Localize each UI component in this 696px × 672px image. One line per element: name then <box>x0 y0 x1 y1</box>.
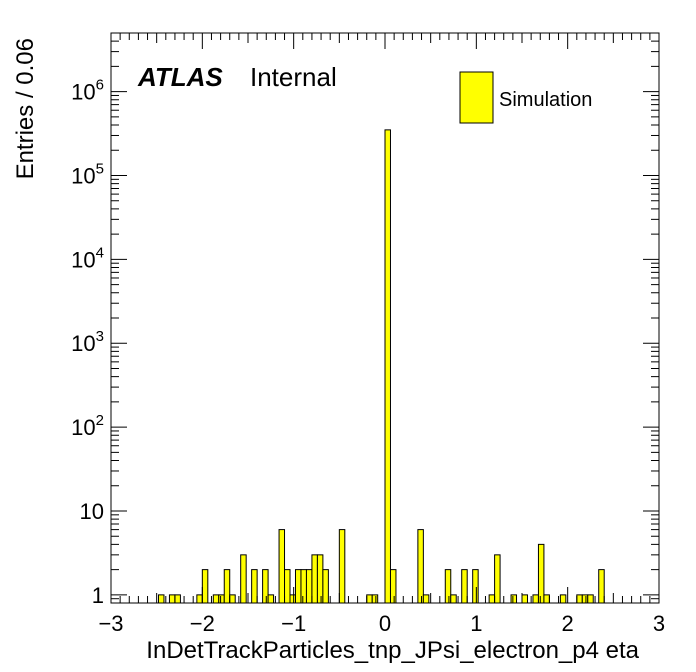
y-axis-ticks: 1 10 102 103 104 105 106 <box>71 32 659 608</box>
x-tick-label: −3 <box>98 611 123 636</box>
x-tick-label: 0 <box>379 611 391 636</box>
y-tick-label: 106 <box>71 77 104 105</box>
x-tick-label: 2 <box>562 611 574 636</box>
histogram-bar-23 <box>366 594 373 604</box>
histogram-bar-36 <box>521 594 528 604</box>
histogram-bar-5 <box>212 594 220 604</box>
histogram-bar-40 <box>559 594 567 604</box>
histogram-bar-39 <box>543 594 550 604</box>
histogram-bar-38 <box>537 543 545 604</box>
histogram-bar-18 <box>305 569 313 604</box>
histogram-bar-19 <box>311 554 318 604</box>
atlas-status-label: Internal <box>250 62 337 92</box>
y-axis-label: Entries / 0.06 <box>12 38 39 179</box>
histogram-bar-42 <box>581 594 589 604</box>
y-tick-label: 10 <box>80 499 104 524</box>
histogram-bar-2 <box>174 594 181 604</box>
histogram-bar-41 <box>576 594 583 604</box>
histogram-bar-43 <box>587 594 594 604</box>
histogram-bar-22 <box>338 529 346 604</box>
histogram-bar-44 <box>598 569 605 604</box>
histogram-bar-34 <box>494 554 501 604</box>
x-tick-label: −2 <box>190 611 215 636</box>
histogram-bar-12 <box>267 594 275 604</box>
x-tick-label: 1 <box>470 611 482 636</box>
y-tick-label: 1 <box>92 583 104 608</box>
histogram-bar-8 <box>229 594 236 604</box>
histogram-bar-32 <box>472 569 479 604</box>
histogram-bar-30 <box>450 594 457 604</box>
histogram-bar-20 <box>316 554 324 604</box>
histogram-bar-28 <box>422 594 430 604</box>
histogram-bar-25 <box>384 129 391 604</box>
histogram-bar-31 <box>461 569 468 604</box>
histogram-bar-24 <box>371 594 379 604</box>
histogram-bar-27 <box>417 529 424 604</box>
histogram-bar-14 <box>284 569 291 604</box>
legend-swatch <box>459 71 494 124</box>
histogram-bar-3 <box>196 594 203 604</box>
x-axis-label: InDetTrackParticles_tnp_JPsi_electron_p4… <box>146 637 639 664</box>
y-tick-label: 104 <box>71 244 104 272</box>
x-axis-ticks: −3 −2 −1 0 1 2 3 <box>98 33 665 636</box>
y-tick-label: 105 <box>71 161 104 189</box>
y-tick-label: 102 <box>71 412 104 440</box>
histogram-bar-21 <box>322 569 329 604</box>
histogram-bar-6 <box>218 594 225 604</box>
histogram-bar-4 <box>201 569 209 604</box>
x-tick-label: −1 <box>281 611 306 636</box>
histogram-bars <box>157 129 605 604</box>
histogram-bar-7 <box>223 569 231 604</box>
histogram-bar-11 <box>262 569 269 604</box>
histogram-bar-17 <box>300 569 307 604</box>
histogram-bar-26 <box>389 569 397 604</box>
legend-entry-simulation: Simulation <box>499 89 592 111</box>
histogram-bar-35 <box>510 594 518 604</box>
histogram-bar-15 <box>289 594 296 604</box>
histogram-bar-1 <box>168 594 176 604</box>
histogram-bar-16 <box>294 569 302 604</box>
histogram-bar-0 <box>157 594 165 604</box>
histogram-bar-37 <box>532 594 539 604</box>
histogram-bar-9 <box>240 554 247 604</box>
y-tick-label: 103 <box>71 328 104 356</box>
histogram-bar-10 <box>251 569 258 604</box>
x-tick-label: 3 <box>653 611 665 636</box>
histogram-bar-29 <box>444 569 452 604</box>
histogram-bar-13 <box>278 529 286 604</box>
histogram-bar-33 <box>488 594 496 604</box>
atlas-label: ATLAS <box>137 62 223 92</box>
